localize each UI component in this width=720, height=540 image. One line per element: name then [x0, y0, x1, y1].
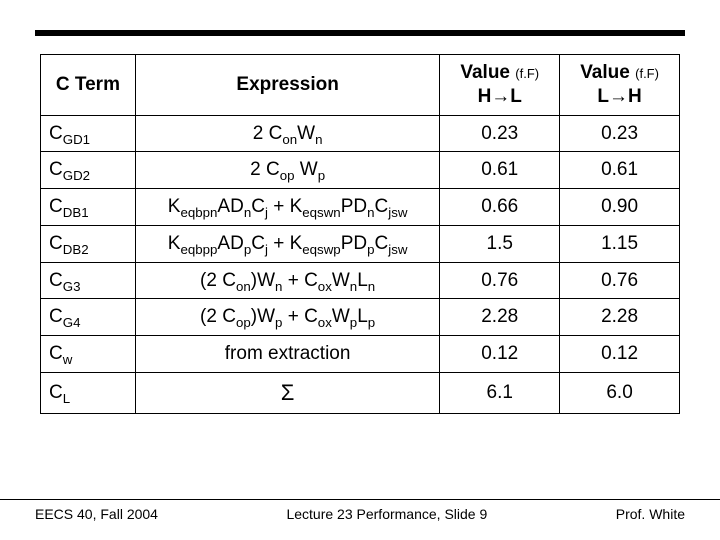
cell-expression: Σ	[135, 372, 439, 413]
cell-value-lh: 0.61	[560, 152, 680, 189]
cell-expression: 2 Cop Wp	[135, 152, 439, 189]
table-row: CG4(2 Cop)Wp + CoxWpLp2.282.28	[41, 299, 680, 336]
header-lh: L→H	[597, 86, 641, 107]
cell-expression: KeqbpnADnCj + KeqswnPDnCjsw	[135, 189, 439, 226]
header-value-unit-lh: Value (f.F)	[580, 62, 659, 83]
header-value-unit-hl: Value (f.F)	[460, 62, 539, 83]
slide-footer: EECS 40, Fall 2004 Lecture 23 Performanc…	[0, 499, 720, 522]
table-body: CGD12 ConWn0.230.23CGD22 Cop Wp0.610.61C…	[41, 115, 680, 413]
cell-value-lh: 0.76	[560, 262, 680, 299]
footer-left: EECS 40, Fall 2004	[35, 506, 158, 522]
cell-value-lh: 1.15	[560, 225, 680, 262]
cell-term: Cw	[41, 336, 136, 373]
header-value-hl: Value (f.F) H→L	[440, 55, 560, 116]
table-row: CGD22 Cop Wp0.610.61	[41, 152, 680, 189]
table-header-row: C Term Expression Value (f.F) H→L Value …	[41, 55, 680, 116]
header-cterm: C Term	[41, 55, 136, 116]
cell-term: CDB1	[41, 189, 136, 226]
cell-expression: (2 Con)Wn + CoxWnLn	[135, 262, 439, 299]
table-row: CDB1KeqbpnADnCj + KeqswnPDnCjsw0.660.90	[41, 189, 680, 226]
cell-expression: from extraction	[135, 336, 439, 373]
cell-term: CGD2	[41, 152, 136, 189]
cell-value-hl: 6.1	[440, 372, 560, 413]
cell-term: CDB2	[41, 225, 136, 262]
top-rule	[35, 30, 685, 36]
cell-value-lh: 0.12	[560, 336, 680, 373]
header-value-lh: Value (f.F) L→H	[560, 55, 680, 116]
table-row: Cwfrom extraction0.120.12	[41, 336, 680, 373]
cell-value-lh: 0.90	[560, 189, 680, 226]
footer-center: Lecture 23 Performance, Slide 9	[286, 506, 487, 522]
cell-expression: KeqbppADpCj + KeqswpPDpCjsw	[135, 225, 439, 262]
cell-value-hl: 0.12	[440, 336, 560, 373]
cell-value-lh: 2.28	[560, 299, 680, 336]
cell-term: CG4	[41, 299, 136, 336]
footer-right: Prof. White	[616, 506, 685, 522]
cell-value-lh: 6.0	[560, 372, 680, 413]
cell-term: CG3	[41, 262, 136, 299]
table-row: CGD12 ConWn0.230.23	[41, 115, 680, 152]
table-row: CLΣ6.16.0	[41, 372, 680, 413]
cell-value-hl: 2.28	[440, 299, 560, 336]
cell-term: CL	[41, 372, 136, 413]
cell-value-hl: 0.23	[440, 115, 560, 152]
table-row: CG3(2 Con)Wn + CoxWnLn0.760.76	[41, 262, 680, 299]
cell-value-hl: 0.61	[440, 152, 560, 189]
table-row: CDB2KeqbppADpCj + KeqswpPDpCjsw1.51.15	[41, 225, 680, 262]
cell-value-hl: 0.76	[440, 262, 560, 299]
cell-term: CGD1	[41, 115, 136, 152]
cell-value-hl: 0.66	[440, 189, 560, 226]
cell-value-lh: 0.23	[560, 115, 680, 152]
cell-expression: (2 Cop)Wp + CoxWpLp	[135, 299, 439, 336]
capacitance-table: C Term Expression Value (f.F) H→L Value …	[40, 54, 680, 414]
cell-expression: 2 ConWn	[135, 115, 439, 152]
cell-value-hl: 1.5	[440, 225, 560, 262]
header-hl: H→L	[478, 86, 522, 107]
header-expression: Expression	[135, 55, 439, 116]
